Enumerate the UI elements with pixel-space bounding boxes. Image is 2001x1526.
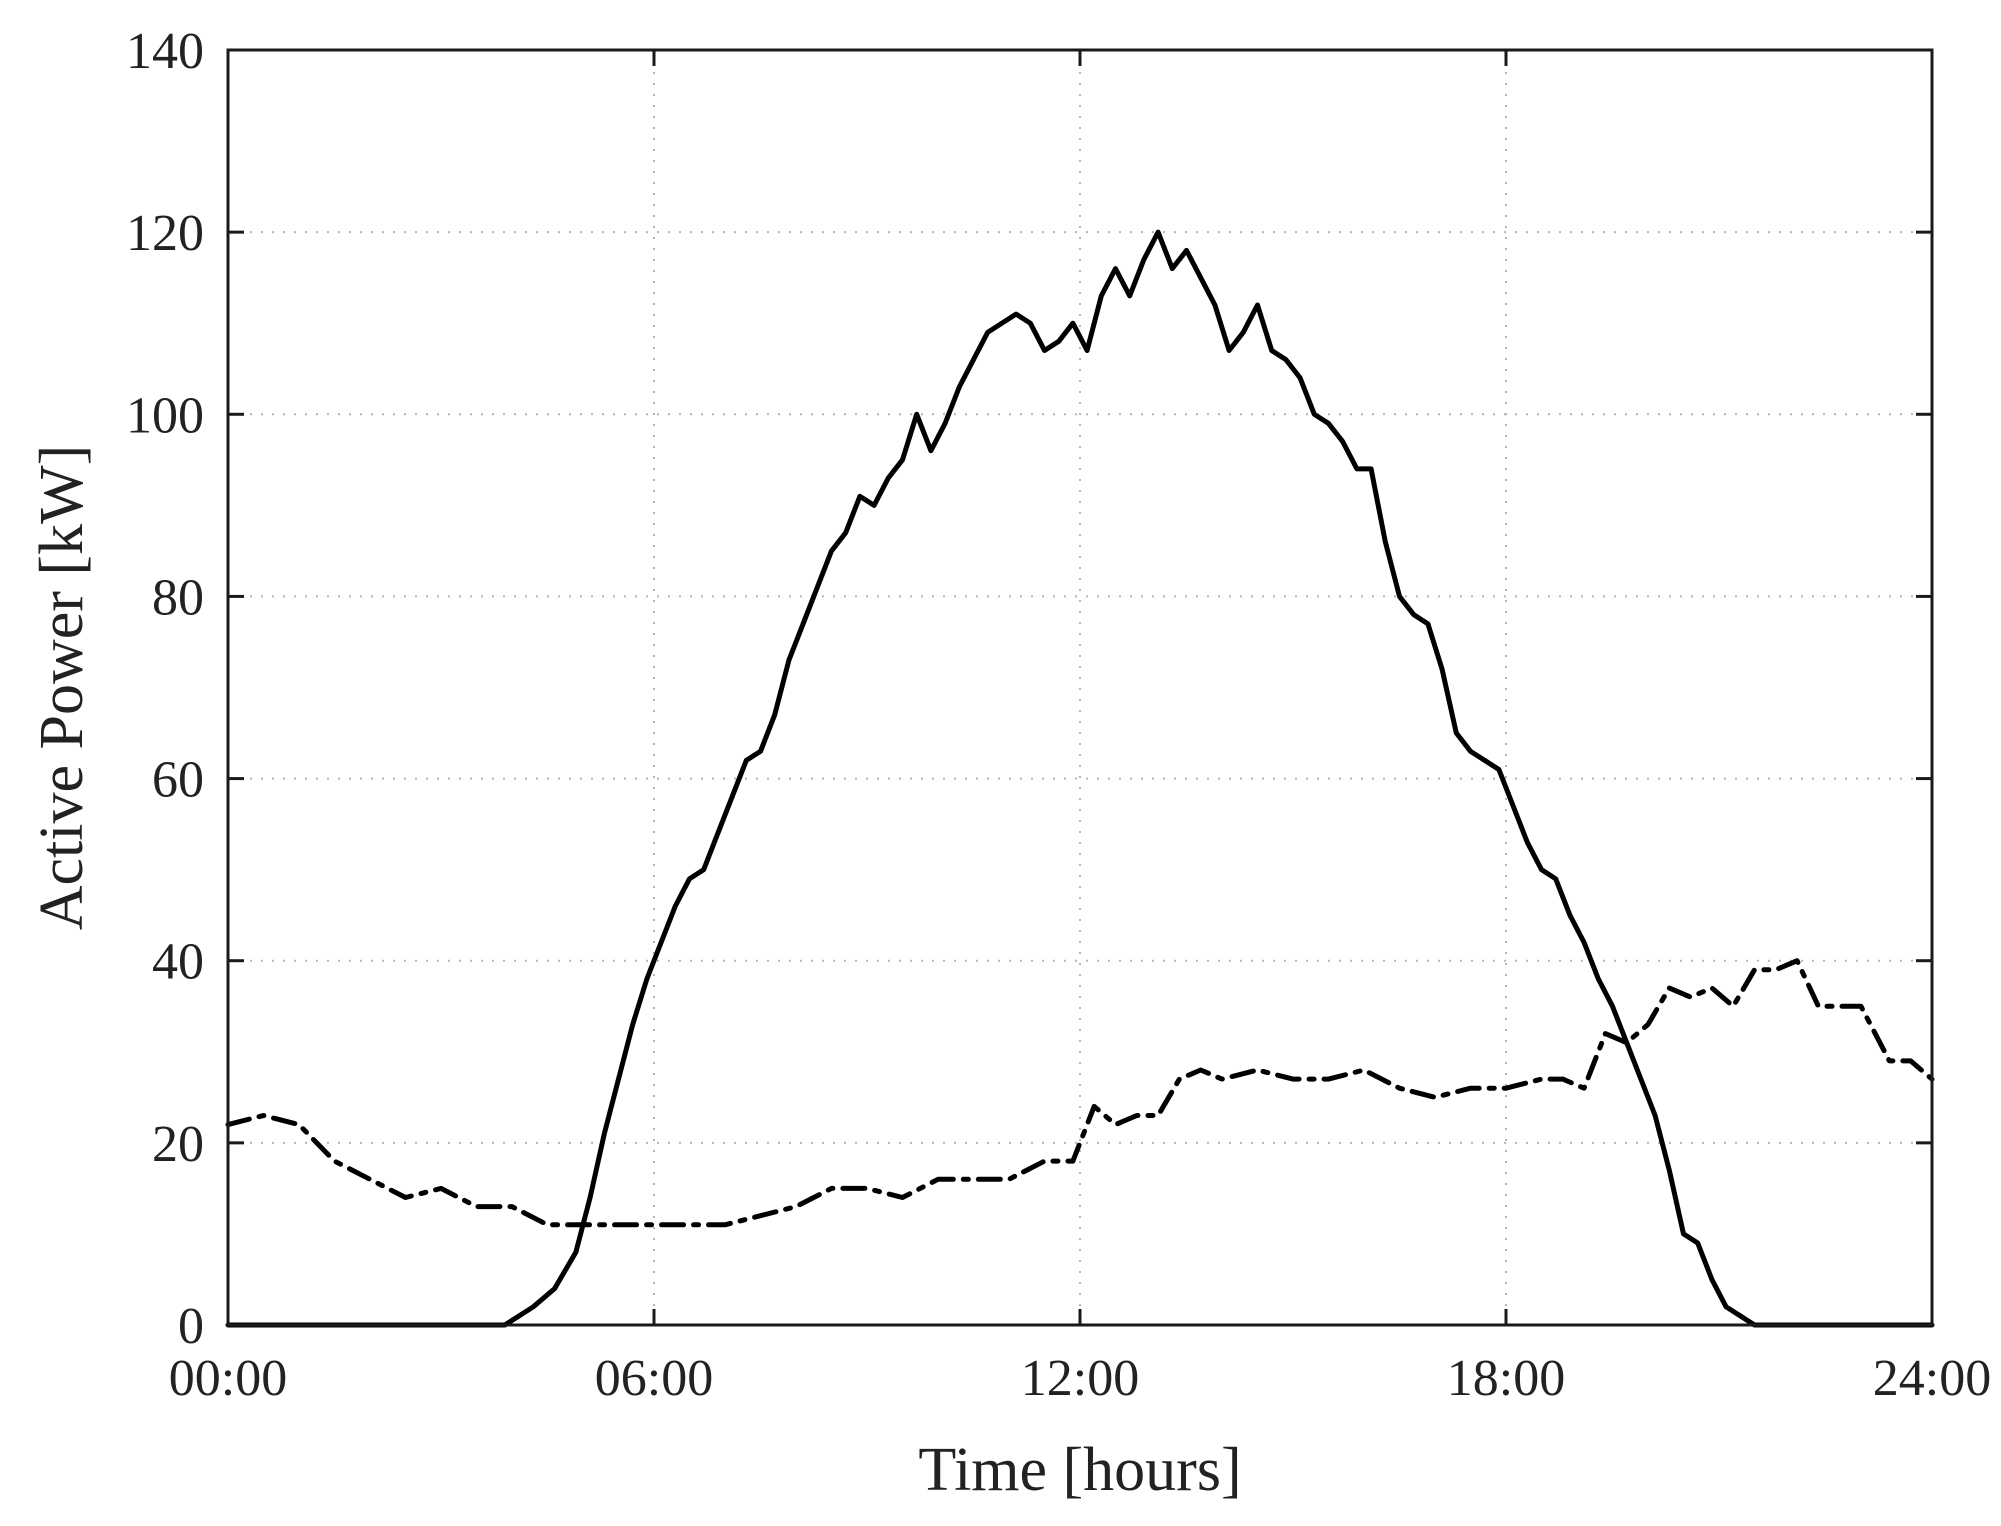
- x-axis-title: Time [hours]: [918, 1436, 1241, 1504]
- x-tick-label: 24:00: [1873, 1350, 1991, 1407]
- axis-ticks: [226, 48, 1934, 1327]
- y-tick-label: 80: [152, 569, 204, 626]
- series-line-solid: [225, 229, 1935, 1328]
- y-tick-label: 0: [178, 1298, 204, 1355]
- x-tick-label: 00:00: [169, 1350, 287, 1407]
- y-axis-title: Active Power [kW]: [28, 445, 96, 931]
- y-tick-label: 100: [126, 387, 204, 444]
- x-tick-label: 12:00: [1021, 1350, 1139, 1407]
- y-tick-label: 20: [152, 1116, 204, 1173]
- x-axis-tick-labels: 00:00 06:00 12:00 18:00 24:00: [169, 1350, 1991, 1407]
- grid-lines: [228, 50, 1932, 1325]
- x-tick-label: 18:00: [1447, 1350, 1565, 1407]
- y-axis-tick-labels: 0 20 40 60 80 100 120 140: [126, 23, 204, 1355]
- plot-frame: [226, 48, 1934, 1327]
- y-tick-label: 120: [126, 205, 204, 262]
- series-layer: [225, 229, 1935, 1328]
- y-tick-label: 140: [126, 23, 204, 80]
- y-tick-label: 40: [152, 934, 204, 991]
- y-tick-label: 60: [152, 752, 204, 809]
- x-tick-label: 06:00: [595, 1350, 713, 1407]
- series-line-dash-dot: [225, 958, 1935, 1228]
